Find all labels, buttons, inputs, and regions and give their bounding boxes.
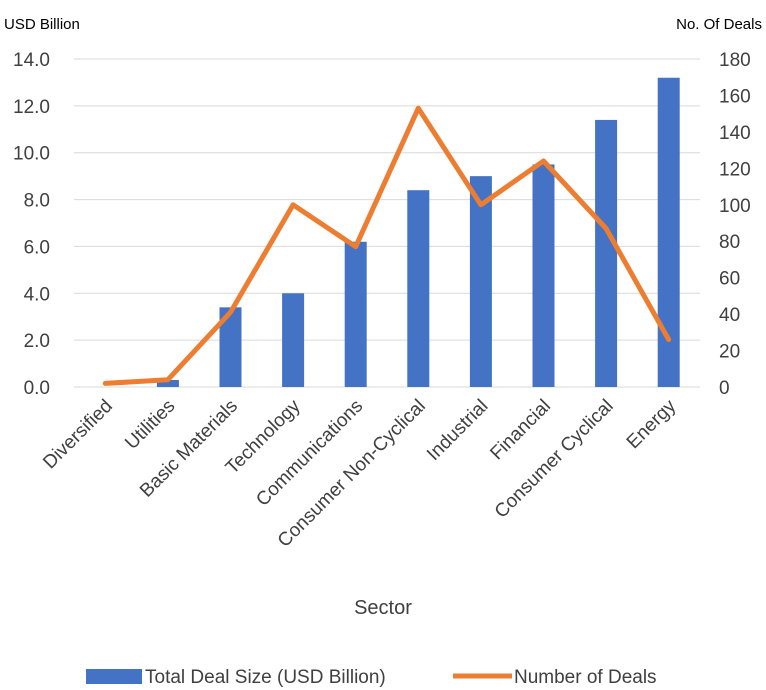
bar	[219, 307, 242, 387]
right-tick-label: 140	[719, 123, 751, 144]
left-tick-label: 6.0	[24, 237, 50, 258]
bar	[344, 241, 367, 387]
left-axis-title: USD Billion	[4, 16, 80, 33]
right-tick-label: 160	[719, 86, 751, 107]
bar	[156, 379, 179, 387]
deals-line	[102, 105, 672, 386]
left-tick-label: 14.0	[13, 50, 50, 71]
bar	[407, 190, 430, 387]
bar-series	[156, 77, 680, 388]
left-tick-label: 4.0	[24, 284, 50, 305]
right-tick-label: 60	[719, 269, 740, 290]
right-tick-label: 80	[719, 232, 740, 253]
category-label: Utilities	[121, 396, 179, 454]
category-label: Communications	[252, 396, 367, 511]
left-tick-label: 8.0	[24, 191, 50, 212]
right-tick-label: 100	[719, 196, 751, 217]
bar	[532, 164, 555, 387]
legend-label-line: Number of Deals	[514, 667, 657, 688]
legend: Total Deal Size (USD Billion) Number of …	[86, 667, 657, 688]
right-tick-label: 0	[719, 378, 730, 399]
legend-swatch-bar	[86, 669, 142, 684]
line-series	[102, 105, 672, 386]
left-tick-label: 10.0	[13, 144, 50, 165]
right-axis-ticks: 0 20 40 60 80 100 120 140 160 180	[719, 50, 751, 399]
left-tick-label: 2.0	[24, 331, 50, 352]
legend-label-bar: Total Deal Size (USD Billion)	[145, 667, 386, 688]
right-tick-label: 40	[719, 305, 740, 326]
bar	[282, 293, 305, 387]
right-axis-title: No. Of Deals	[676, 16, 762, 33]
right-tick-label: 180	[719, 50, 751, 71]
x-axis-title: Sector	[354, 597, 412, 619]
bar	[469, 176, 492, 387]
right-tick-label: 120	[719, 159, 751, 180]
category-label: Industrial	[423, 396, 492, 465]
left-tick-label: 0.0	[24, 378, 50, 399]
right-tick-label: 20	[719, 342, 740, 363]
gridlines	[74, 58, 700, 388]
left-tick-label: 12.0	[13, 97, 50, 118]
bar	[657, 77, 680, 387]
category-label: Energy	[623, 395, 681, 453]
category-label: Diversified	[39, 396, 117, 474]
category-label: Consumer Cyclical	[491, 396, 618, 523]
left-axis-ticks: 0.0 2.0 4.0 6.0 8.0 10.0 12.0 14.0	[13, 50, 50, 399]
bar	[595, 119, 618, 388]
